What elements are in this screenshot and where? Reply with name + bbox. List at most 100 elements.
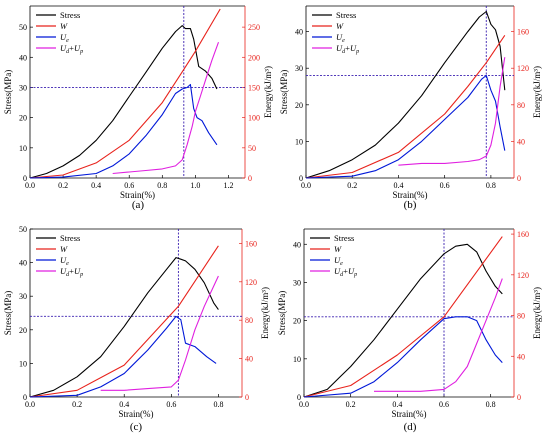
- legend-label-stress: Stress: [334, 233, 354, 243]
- series-line-w: [305, 34, 506, 179]
- chart-panel-d: 0.0 0.2 0.4 0.6 0.8 0 10 20 30 40 0 40 80 120 160 Strai…: [277, 228, 542, 433]
- chart-panel-b: 0.0 0.2 0.4 0.6 0.8 0 10 20 30 40 0 40 80 120 160 Strai…: [279, 5, 542, 211]
- series-line-stress: [305, 10, 506, 179]
- y-right-tick-label: 200: [248, 53, 260, 62]
- x-tick-label: 0.2: [58, 181, 68, 190]
- legend-label-stress: Stress: [60, 233, 80, 243]
- series-line-ue: [305, 74, 506, 179]
- x-tick-label: 0.0: [25, 181, 35, 190]
- y-left-tick-label: 10: [19, 144, 27, 153]
- series-line-ue: [29, 315, 217, 398]
- x-tick-label: 1.0: [190, 181, 200, 190]
- x-axis-label: Strain(%): [119, 409, 154, 419]
- chart-panel-c: 0.0 0.2 0.4 0.6 0.8 0 10 20 30 40 50 0 40 80 120 160 Str…: [3, 225, 270, 433]
- series-line-w: [303, 236, 503, 398]
- x-tick-label: 0.0: [299, 400, 309, 409]
- x-tick-label: 0.4: [119, 400, 129, 409]
- legend-label-w: W: [60, 244, 68, 254]
- y-right-tick-label: 80: [517, 312, 525, 321]
- x-tick-label: 0.8: [213, 400, 223, 409]
- y-left-tick-label: 10: [293, 355, 301, 364]
- y-right-axis-label: Energy(kJ/m³): [260, 287, 270, 339]
- y-left-tick-label: 30: [293, 278, 301, 287]
- legend-label-ud-up: Ud+Up: [60, 43, 83, 55]
- y-right-tick-label: 50: [248, 144, 256, 153]
- y-right-axis-label: Energy(kJ/m³): [532, 287, 542, 339]
- y-right-tick-label: 120: [245, 278, 257, 287]
- panel-label: (b): [404, 199, 417, 211]
- y-left-tick-label: 0: [297, 393, 301, 402]
- panel-label: (d): [404, 421, 417, 433]
- y-left-tick-label: 40: [19, 53, 27, 62]
- y-right-tick-label: 40: [517, 137, 525, 146]
- series-line-stress: [29, 25, 218, 179]
- legend-label-ue: Ue: [60, 32, 69, 44]
- y-right-tick-label: 0: [517, 393, 521, 402]
- series-line-ue: [29, 83, 218, 179]
- series-line-ud-up: [374, 278, 503, 392]
- y-right-tick-label: 150: [248, 83, 260, 92]
- y-right-tick-label: 160: [517, 28, 529, 37]
- y-right-tick-label: 0: [248, 174, 252, 183]
- y-left-axis-label: Stress(MPa): [3, 291, 13, 336]
- series-line-w: [29, 245, 219, 398]
- x-tick-label: 0.4: [392, 400, 402, 409]
- x-tick-label: 0.6: [166, 400, 176, 409]
- x-tick-label: 0.6: [124, 181, 134, 190]
- x-tick-label: 0.8: [486, 181, 496, 190]
- legend-label-stress: Stress: [336, 10, 356, 20]
- y-left-tick-label: 0: [23, 393, 27, 402]
- legend-label-ud-up: Ud+Up: [336, 43, 359, 55]
- series-line-stress: [29, 257, 219, 398]
- y-right-tick-label: 250: [248, 23, 260, 32]
- x-tick-label: 0.2: [346, 400, 356, 409]
- y-right-tick-label: 80: [245, 316, 253, 325]
- y-right-tick-label: 160: [517, 230, 529, 239]
- legend-label-w: W: [336, 21, 344, 31]
- y-left-tick-label: 20: [293, 317, 301, 326]
- legend-label-ud-up: Ud+Up: [60, 266, 83, 278]
- y-left-tick-label: 10: [19, 359, 27, 368]
- y-right-tick-label: 120: [517, 271, 529, 280]
- y-left-tick-label: 40: [293, 240, 301, 249]
- legend-label-stress: Stress: [60, 10, 80, 20]
- y-right-tick-label: 40: [245, 355, 253, 364]
- legend-label-ue: Ue: [334, 255, 343, 267]
- y-left-tick-label: 50: [19, 23, 27, 32]
- legend-label-w: W: [334, 244, 342, 254]
- panel-label: (a): [132, 199, 145, 211]
- y-right-tick-label: 0: [245, 393, 249, 402]
- legend-label-ue: Ue: [60, 255, 69, 267]
- panel-label: (c): [130, 421, 143, 433]
- series-line-stress: [303, 243, 503, 398]
- y-left-tick-label: 20: [295, 101, 303, 110]
- y-right-tick-label: 0: [517, 174, 521, 183]
- x-tick-label: 0.6: [439, 400, 449, 409]
- x-axis-label: Strain(%): [392, 409, 427, 419]
- y-right-tick-label: 100: [248, 114, 260, 123]
- y-left-tick-label: 0: [299, 174, 303, 183]
- y-right-axis-label: Energy(kJ/m³): [532, 66, 542, 118]
- y-right-tick-label: 160: [245, 239, 257, 248]
- y-left-axis-label: Stress(MPa): [3, 70, 13, 115]
- x-tick-label: 0.2: [347, 181, 357, 190]
- chart-panel-a: 0.0 0.2 0.4 0.6 0.8 1.0 1.2 0 10 20 30 40 50 0 50 100 15…: [3, 5, 273, 211]
- x-tick-label: 0.8: [157, 181, 167, 190]
- series-line-ud-up: [100, 275, 219, 391]
- legend-label-w: W: [60, 21, 68, 31]
- x-tick-label: 0.0: [25, 400, 35, 409]
- y-right-tick-label: 120: [517, 64, 529, 73]
- y-left-tick-label: 40: [295, 28, 303, 37]
- x-tick-label: 0.4: [91, 181, 101, 190]
- y-left-axis-label: Stress(MPa): [279, 70, 289, 115]
- y-left-tick-label: 20: [19, 326, 27, 335]
- y-left-tick-label: 30: [19, 83, 27, 92]
- y-left-tick-label: 30: [295, 64, 303, 73]
- y-left-tick-label: 10: [295, 137, 303, 146]
- legend-label-ud-up: Ud+Up: [334, 266, 357, 278]
- legend-label-ue: Ue: [336, 32, 345, 44]
- x-tick-label: 0.2: [72, 400, 82, 409]
- x-tick-label: 0.6: [440, 181, 450, 190]
- y-left-tick-label: 0: [23, 174, 27, 183]
